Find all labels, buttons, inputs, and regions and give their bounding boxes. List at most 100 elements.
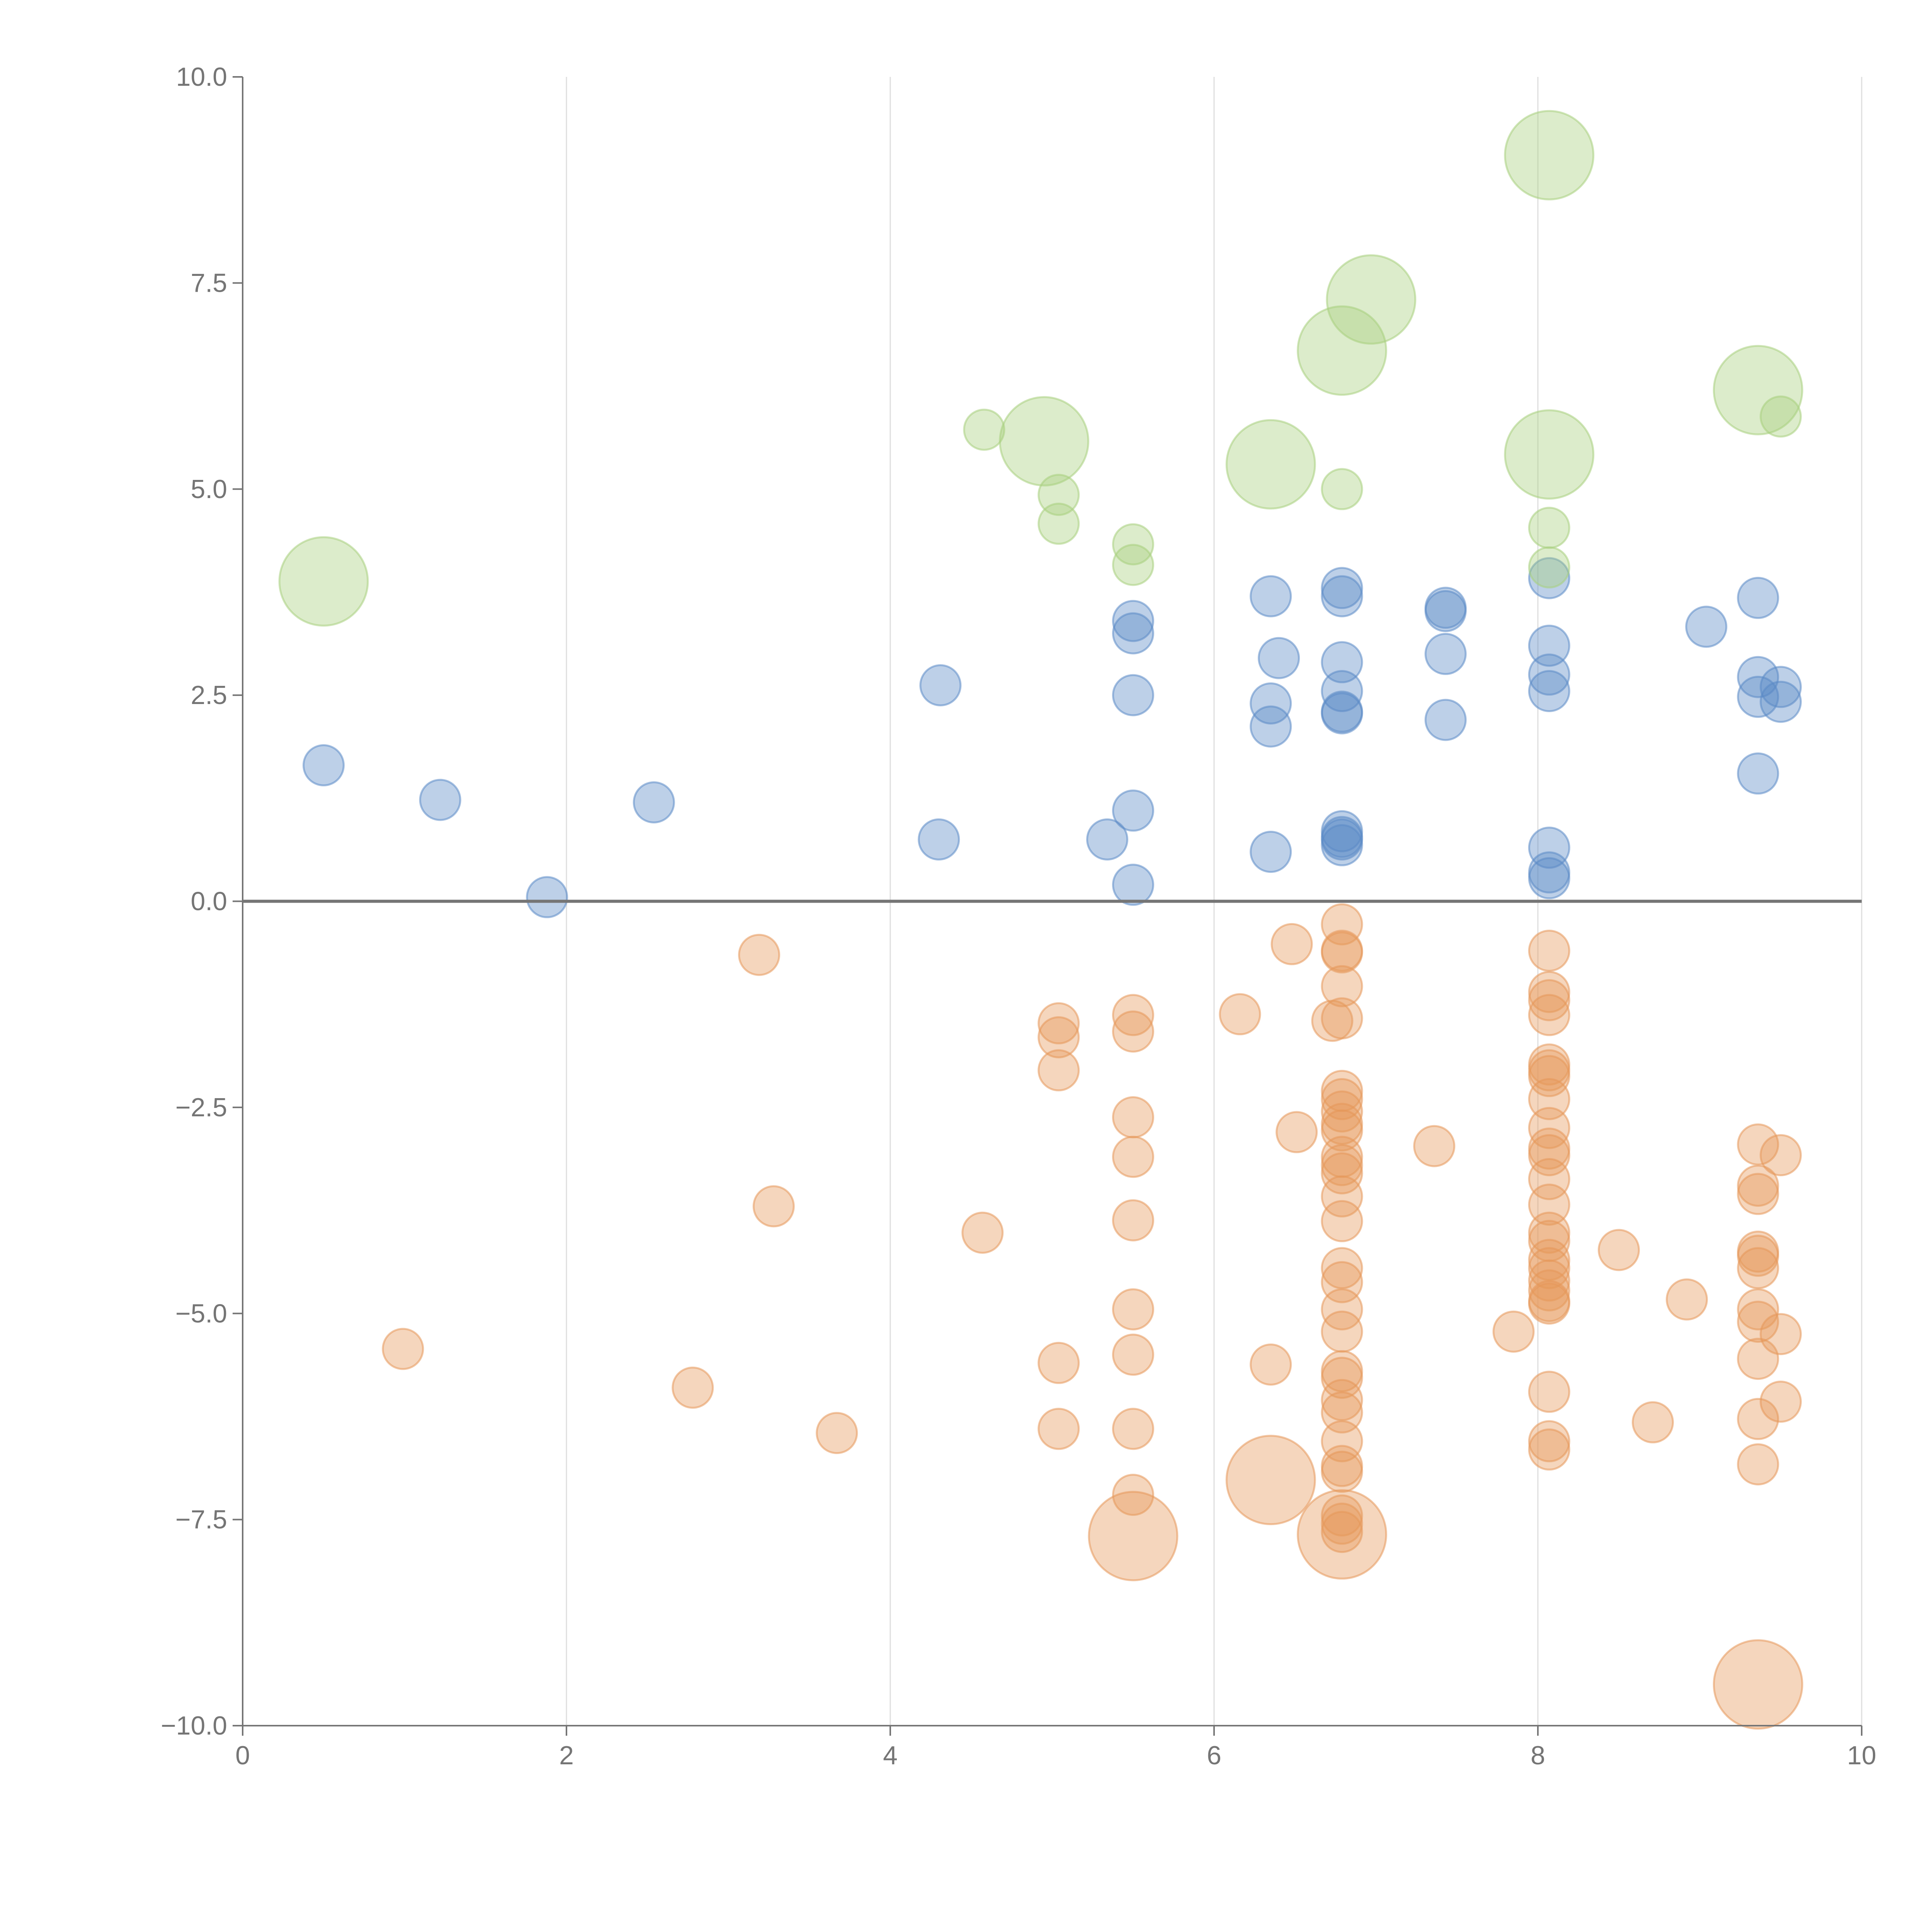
series-1-point	[1528, 1078, 1570, 1120]
series-0-point	[1760, 680, 1802, 723]
series-1-point	[1112, 1096, 1154, 1138]
series-2-point	[1112, 544, 1154, 586]
series-0-point	[1528, 857, 1570, 900]
series-1-point	[1321, 965, 1363, 1007]
series-0-point	[526, 876, 568, 918]
series-1-point	[1037, 1408, 1080, 1450]
series-1-point	[1528, 1134, 1570, 1177]
series-0-point	[1760, 666, 1802, 708]
series-0-point	[1528, 653, 1570, 696]
series-2-point	[1297, 305, 1387, 396]
x-tick-label: 2	[559, 1741, 574, 1770]
series-2-point	[1225, 419, 1316, 510]
series-1-point	[1321, 1511, 1363, 1553]
series-1-point	[1112, 1199, 1154, 1242]
series-0-point	[303, 744, 345, 786]
series-1-point	[1321, 1379, 1363, 1421]
series-2-point	[1504, 110, 1595, 201]
series-0-point	[419, 779, 461, 821]
series-0-point	[1528, 670, 1570, 712]
series-0-point	[1250, 705, 1292, 748]
series-1-point	[1270, 923, 1313, 965]
series-2-point	[999, 396, 1090, 486]
series-0-point	[1737, 577, 1779, 619]
series-2-point	[1528, 546, 1570, 588]
series-1-point	[1112, 994, 1154, 1036]
y-tick-label: −5.0	[175, 1299, 227, 1328]
series-1-point	[1737, 1173, 1779, 1215]
series-1-point	[1413, 1125, 1456, 1167]
series-0-point	[1321, 575, 1363, 617]
series-0-point	[1424, 590, 1467, 632]
series-2-point	[1326, 254, 1417, 345]
series-1-point	[1321, 1420, 1363, 1463]
x-tick-label: 0	[235, 1741, 250, 1770]
y-tick-label: −2.5	[175, 1093, 227, 1122]
series-1-point	[1528, 979, 1570, 1021]
y-tick-label: −7.5	[175, 1505, 227, 1534]
series-1-point	[1321, 997, 1363, 1039]
series-2-point	[278, 536, 369, 627]
series-1-point	[1321, 1357, 1363, 1399]
series-0-point	[919, 664, 962, 706]
series-1-point	[1112, 1474, 1154, 1516]
series-2-point	[1037, 502, 1080, 545]
series-1-point	[1666, 1278, 1708, 1321]
series-0-point	[1737, 752, 1779, 795]
series-1-point	[1528, 1055, 1570, 1097]
series-1-point	[816, 1412, 858, 1454]
series-1-point	[1737, 1398, 1779, 1440]
series-1-point	[1250, 1344, 1292, 1386]
series-0-point	[1321, 824, 1363, 866]
series-1-point	[1112, 1136, 1154, 1178]
series-2-point	[963, 408, 1005, 451]
series-1-point	[1321, 1391, 1363, 1434]
series-1-point	[1737, 1443, 1779, 1486]
series-1-point	[1713, 1639, 1803, 1730]
series-1-point	[1528, 1158, 1570, 1200]
series-1-point	[1321, 1247, 1363, 1289]
series-1-point	[1219, 993, 1261, 1036]
series-1-point	[1492, 1310, 1535, 1353]
x-tick-label: 10	[1847, 1741, 1876, 1770]
axes: −10.0 −7.5 −5.0 −2.5 0.0 2.5 5.0 7.5 10.0 0 2 4 6 8 10	[161, 62, 1876, 1770]
series-0-point	[1321, 641, 1363, 684]
series-1-point	[738, 934, 781, 976]
series-1-point	[961, 1211, 1004, 1254]
series-1-point	[1598, 1229, 1640, 1271]
x-tick-label: 6	[1207, 1741, 1221, 1770]
data-points	[278, 110, 1803, 1730]
series-0-point	[1528, 827, 1570, 869]
series-2-point	[1321, 468, 1363, 510]
series-2-point	[1760, 395, 1802, 438]
series-1-point	[1321, 1078, 1363, 1120]
series-1-point	[1321, 1200, 1363, 1242]
series-1-point	[1528, 1247, 1570, 1289]
series-1-point	[1760, 1134, 1802, 1177]
y-tick-label: 7.5	[190, 268, 227, 298]
y-tick-label: 5.0	[190, 474, 227, 504]
series-1-point	[1528, 930, 1570, 972]
series-1-point	[1321, 1152, 1363, 1195]
series-1-point	[1528, 1371, 1570, 1413]
series-1-point	[1112, 1408, 1154, 1450]
series-1-point	[1037, 1016, 1080, 1058]
series-1-point	[1037, 1049, 1080, 1092]
series-0-point	[1250, 575, 1292, 617]
y-tick-label: 2.5	[190, 680, 227, 710]
series-0-point	[1112, 864, 1154, 906]
series-1-point	[752, 1185, 795, 1228]
series-0-point	[1321, 692, 1363, 735]
series-0-point	[1528, 557, 1570, 599]
series-1-point	[1321, 1451, 1363, 1493]
series-2-point	[1713, 345, 1803, 435]
series-1-point	[1528, 1269, 1570, 1311]
series-1-point	[1737, 1247, 1779, 1289]
series-2-point	[1037, 474, 1080, 516]
series-1-point	[1297, 1489, 1387, 1580]
y-tick-label: −10.0	[161, 1711, 227, 1740]
series-2-point	[1528, 507, 1570, 549]
series-0-point	[1086, 818, 1128, 861]
series-1-point	[1112, 1010, 1154, 1053]
